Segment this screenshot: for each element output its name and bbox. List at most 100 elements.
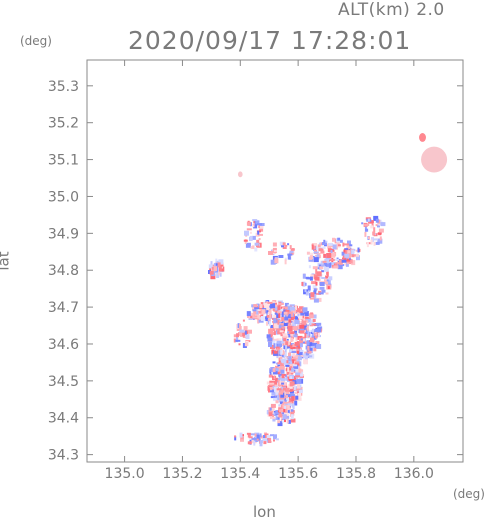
echo-cell bbox=[239, 323, 241, 329]
x-tick-label: 135.8 bbox=[336, 466, 376, 482]
echo-cell bbox=[277, 305, 281, 311]
echo-cell bbox=[244, 230, 249, 236]
echo-cell bbox=[321, 242, 327, 245]
echo-cell bbox=[285, 364, 290, 367]
echo-cell bbox=[281, 312, 284, 317]
y-tick-label: 34.6 bbox=[48, 337, 79, 353]
echo-cell bbox=[313, 257, 319, 263]
echo-cell bbox=[273, 315, 279, 318]
echo-cell bbox=[276, 389, 280, 393]
echo-cell bbox=[275, 400, 279, 404]
echo-cell bbox=[282, 401, 287, 404]
echo-cell bbox=[320, 264, 325, 267]
echo-cell bbox=[259, 304, 263, 309]
x-axis-label: lon bbox=[253, 503, 276, 521]
echo-cell bbox=[290, 387, 296, 392]
echo-cell bbox=[263, 441, 267, 445]
echo-cell bbox=[293, 364, 298, 367]
echo-cell bbox=[308, 265, 311, 269]
echo-cell bbox=[285, 341, 289, 347]
echo-cell bbox=[281, 412, 285, 415]
echo-cell bbox=[282, 247, 287, 249]
echo-cell bbox=[267, 385, 270, 391]
echo-cell bbox=[293, 392, 298, 395]
echo-cell bbox=[297, 393, 302, 398]
echo-cell bbox=[306, 324, 309, 327]
echo-cell bbox=[289, 250, 294, 254]
echo-cell bbox=[306, 340, 310, 346]
echo-cell bbox=[324, 259, 330, 263]
echo-cell bbox=[252, 225, 255, 228]
echo-cell bbox=[285, 374, 287, 379]
echo-cell bbox=[329, 259, 335, 261]
echo-cell bbox=[287, 380, 291, 383]
echo-cell bbox=[234, 435, 237, 438]
echo-cell bbox=[273, 434, 277, 440]
echo-cell bbox=[337, 237, 341, 241]
echo-cell bbox=[377, 225, 380, 228]
echo-cell bbox=[275, 306, 280, 311]
echo-blobs-layer bbox=[237, 133, 448, 178]
echo-cell bbox=[218, 266, 222, 272]
echo-cell bbox=[254, 433, 257, 437]
echo-cell bbox=[259, 224, 264, 229]
echo-cell bbox=[282, 331, 285, 335]
echo-cell bbox=[291, 351, 297, 353]
echo-cell bbox=[284, 377, 287, 380]
echo-cell bbox=[302, 307, 308, 313]
echo-cell bbox=[301, 281, 304, 286]
echo-cell bbox=[270, 434, 274, 437]
y-tick-label: 34.7 bbox=[48, 300, 79, 316]
echo-cell bbox=[342, 255, 346, 259]
echo-cell bbox=[281, 419, 284, 423]
echo-cell bbox=[277, 395, 280, 400]
echo-cell bbox=[328, 242, 334, 246]
echo-cell bbox=[355, 253, 359, 257]
echo-cell bbox=[303, 314, 309, 319]
echo-cell bbox=[309, 324, 312, 327]
echo-cell bbox=[282, 333, 287, 339]
y-tick-label: 34.8 bbox=[48, 263, 79, 279]
echo-cell bbox=[246, 228, 252, 231]
echo-cell bbox=[293, 317, 297, 321]
echo-cell bbox=[276, 325, 282, 329]
echo-cell bbox=[275, 438, 279, 441]
echo-cell bbox=[288, 345, 294, 348]
echo-cell bbox=[288, 352, 291, 357]
echo-cell bbox=[238, 343, 241, 346]
echo-cell bbox=[216, 273, 220, 278]
echo-cell bbox=[298, 390, 303, 393]
echo-cell bbox=[317, 251, 319, 257]
y-tick-label: 34.4 bbox=[48, 411, 79, 427]
echo-cell bbox=[298, 368, 302, 374]
echo-cell bbox=[289, 379, 294, 381]
echo-cell bbox=[343, 243, 349, 246]
echo-cell bbox=[277, 319, 280, 325]
y-tick-label: 35.0 bbox=[48, 189, 79, 205]
echo-cell bbox=[299, 327, 304, 331]
echo-cell bbox=[333, 265, 339, 269]
echo-cell bbox=[289, 304, 295, 307]
echo-cell bbox=[299, 324, 305, 329]
echo-cell bbox=[265, 316, 269, 322]
echo-cell bbox=[286, 395, 288, 399]
echo-cell bbox=[259, 433, 262, 438]
echo-cell bbox=[284, 257, 287, 261]
echo-cell bbox=[305, 291, 309, 296]
echo-cell bbox=[290, 372, 294, 375]
echo-cell bbox=[259, 223, 265, 226]
echo-cell bbox=[300, 355, 304, 358]
echo-cell bbox=[274, 257, 278, 260]
echo-cell bbox=[272, 349, 274, 354]
echo-cell bbox=[288, 409, 294, 413]
echo-cell bbox=[310, 292, 315, 298]
echo-cell bbox=[293, 334, 298, 338]
echo-cell bbox=[317, 244, 321, 248]
echo-cell bbox=[301, 320, 307, 326]
echo-cell bbox=[290, 366, 292, 369]
echo-cell bbox=[290, 376, 293, 382]
echo-cell bbox=[297, 356, 302, 361]
echo-cell bbox=[286, 311, 290, 315]
echo-cell bbox=[249, 231, 252, 234]
echo-cell bbox=[329, 262, 334, 266]
